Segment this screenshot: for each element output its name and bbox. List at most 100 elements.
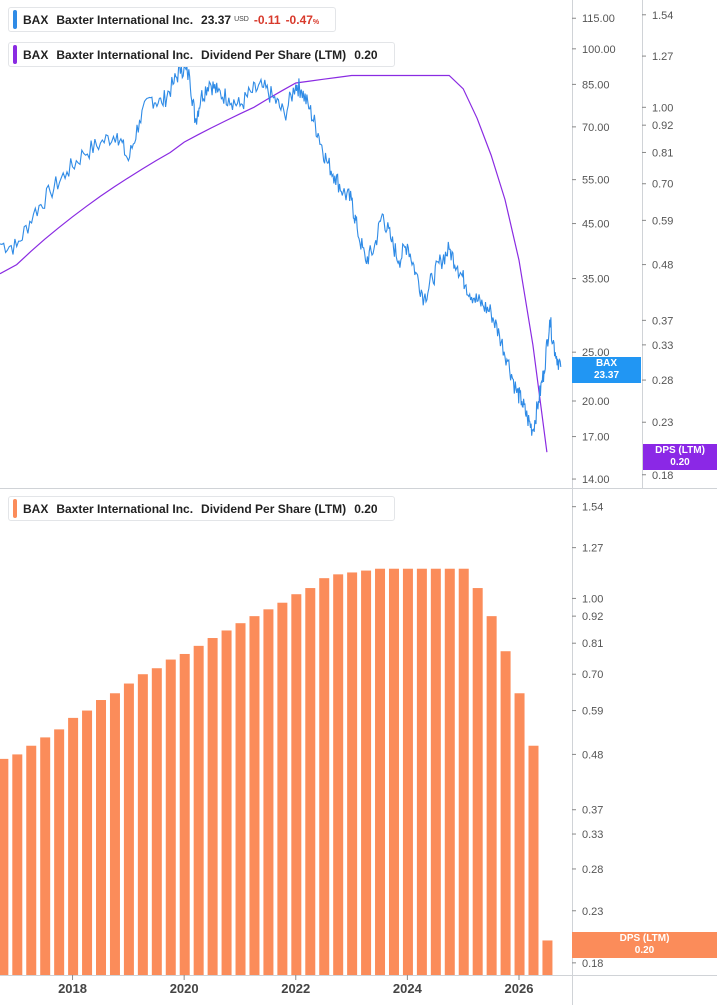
x-axis-label-2: 2022 (281, 981, 310, 996)
legend-dps-bottom-marker (13, 499, 17, 518)
dps-bar-31 (430, 568, 441, 975)
dps-bar-8 (109, 693, 120, 975)
dps-bottom-axis-label-7: 0.48 (582, 749, 603, 761)
dps-bar-6 (82, 710, 93, 975)
dps-top-axis-label-1: 1.27 (652, 51, 673, 63)
dps-bottom-axis-label-6: 0.59 (582, 706, 603, 718)
price-axis-label-3: 70.00 (582, 122, 610, 134)
dps-bar-24 (333, 574, 344, 975)
legend-dps-top-name: Baxter International Inc. (56, 47, 194, 62)
legend-dps-top-marker (13, 45, 17, 64)
price-axis-label-5: 45.00 (582, 219, 610, 231)
legend-price-currency: USD (234, 16, 249, 23)
dps-bottom-tag-label: DPS (LTM) (619, 933, 670, 944)
dps-bar-37 (514, 693, 525, 975)
dps-bar-18 (249, 616, 260, 975)
dps-bottom-tag-value: 0.20 (634, 945, 655, 956)
dps-top-axis-label-7: 0.48 (652, 260, 673, 272)
legend-price-change: -0.11 (253, 12, 281, 27)
dps-top-axis-label-9: 0.33 (652, 340, 673, 352)
dps-bottom-tag: DPS (LTM) 0.20 (572, 932, 717, 958)
price-tag-label: BAX (595, 358, 618, 369)
top-pane (0, 63, 562, 453)
price-tag: BAX 23.37 (572, 357, 641, 383)
x-axis-label-4: 2026 (505, 981, 534, 996)
dps-bar-38 (528, 745, 539, 975)
price-axis-label-1: 100.00 (582, 44, 616, 56)
dps-bar-3 (40, 737, 51, 975)
legend-price-name: Baxter International Inc. (56, 12, 194, 27)
dps-bottom-axis-label-5: 0.70 (582, 669, 603, 681)
dps-line-series (0, 74, 548, 453)
dps-top-axis-label-11: 0.23 (652, 417, 673, 429)
dps-bar-30 (416, 568, 427, 975)
dps-top-tag-value: 0.20 (670, 457, 690, 468)
price-line-series (0, 63, 562, 436)
legend-dps-top-ticker: BAX (23, 47, 49, 62)
dps-bottom-axis-label-8: 0.37 (582, 805, 603, 817)
dps-bar-16 (221, 630, 232, 975)
dps-bar-36 (500, 651, 511, 975)
legend-dps-bottom-metric: Dividend Per Share (LTM) (201, 501, 347, 516)
legend-dps-top-metric: Dividend Per Share (LTM) (201, 47, 347, 62)
dps-bar-35 (486, 616, 497, 975)
dps-bar-29 (402, 568, 413, 975)
legend-price-marker (13, 10, 17, 29)
dps-bottom-axis-label-3: 0.92 (582, 611, 603, 623)
dps-top-axis-label-4: 0.81 (652, 147, 673, 159)
legend-dps-top[interactable]: BAX Baxter International Inc. Dividend P… (8, 42, 395, 67)
dps-bar-4 (54, 729, 65, 975)
price-axis-label-2: 85.00 (582, 79, 610, 91)
legend-price-value: 23.37 (201, 12, 232, 27)
dps-top-axis-label-6: 0.59 (652, 215, 673, 227)
price-axis-label-10: 14.00 (582, 474, 610, 486)
dps-bar-12 (165, 659, 176, 975)
dps-top-axis-label-10: 0.28 (652, 375, 673, 387)
legend-dps-bottom-name: Baxter International Inc. (56, 501, 194, 516)
price-axis-label-4: 55.00 (582, 175, 610, 187)
dps-bar-5 (68, 717, 79, 975)
dps-top-axis-label-12: 0.18 (652, 470, 673, 482)
dps-bar-20 (277, 602, 288, 975)
dps-bar-28 (388, 568, 399, 975)
dps-bar-22 (305, 588, 316, 975)
dps-bottom-axis-label-1: 1.27 (582, 543, 603, 555)
dps-top-axis-label-0: 1.54 (652, 10, 673, 22)
legend-dps-bottom-value: 0.20 (354, 501, 378, 516)
dps-bar-17 (235, 623, 246, 975)
dps-bar-10 (137, 674, 148, 975)
legend-price[interactable]: BAX Baxter International Inc. 23.37 USD … (8, 7, 337, 32)
dps-bar-1 (12, 754, 23, 975)
price-axis-label-8: 20.00 (582, 396, 610, 408)
dps-top-axis-label-2: 1.00 (652, 102, 673, 114)
dps-bar-27 (375, 568, 386, 975)
dps-top-axis-label-3: 0.92 (652, 120, 673, 132)
dps-bar-14 (193, 645, 204, 975)
dps-bar-23 (319, 578, 330, 975)
dps-bottom-axis-label-10: 0.28 (582, 864, 603, 876)
legend-dps-top-value: 0.20 (354, 47, 378, 62)
dps-bottom-axis-label-4: 0.81 (582, 638, 603, 650)
dps-bar-26 (361, 570, 372, 975)
dps-bar-0 (0, 758, 9, 975)
dps-bar-2 (26, 745, 37, 975)
price-axis-label-0: 115.00 (582, 13, 615, 25)
legend-dps-bottom-ticker: BAX (23, 501, 49, 516)
price-tag-value: 23.37 (593, 370, 620, 381)
dps-bottom-axis-label-11: 0.23 (582, 906, 603, 918)
x-axis-label-0: 2018 (58, 981, 87, 996)
legend-dps-bottom[interactable]: BAX Baxter International Inc. Dividend P… (8, 496, 395, 521)
dps-bottom-axis-label-2: 1.00 (582, 593, 603, 605)
dps-bar-9 (123, 683, 134, 975)
dps-bar-11 (151, 668, 162, 975)
price-axis-label-6: 35.00 (582, 274, 610, 286)
dps-bar-32 (444, 568, 455, 975)
x-axis-label-3: 2024 (393, 981, 423, 996)
legend-price-pct-sign: % (312, 18, 320, 26)
x-axis-label-1: 2020 (170, 981, 199, 996)
price-axis-label-7: 25.00 (582, 347, 610, 359)
dps-bar-33 (458, 568, 469, 975)
dps-bottom-axis-label-9: 0.33 (582, 829, 603, 841)
dps-bar-39 (542, 940, 553, 975)
